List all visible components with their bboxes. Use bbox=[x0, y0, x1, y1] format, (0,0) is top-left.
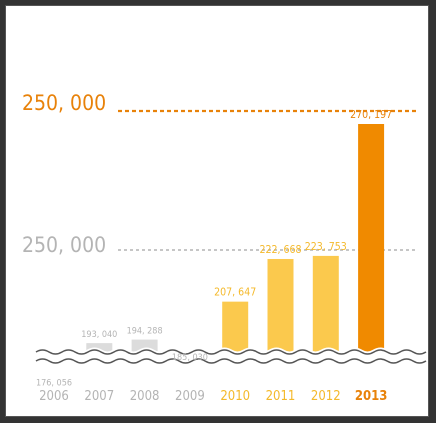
bar bbox=[312, 255, 339, 358]
value-label: 270, 197 bbox=[350, 109, 392, 121]
value-label: 176, 056 bbox=[36, 378, 72, 388]
bar bbox=[267, 258, 294, 358]
value-label: 185, 030 bbox=[172, 353, 208, 363]
value-label: 223, 753 bbox=[305, 241, 347, 253]
x-tick-label: 2013 bbox=[355, 389, 388, 404]
value-label: 194, 288 bbox=[127, 327, 163, 337]
x-tick-label: 2012 bbox=[311, 389, 341, 404]
x-tick-label: 2007 bbox=[84, 389, 114, 404]
bar-chart: 250, 000 250, 000 176, 056 193, 040 194, 28… bbox=[22, 91, 428, 404]
bar bbox=[358, 124, 385, 358]
value-label: 207, 647 bbox=[214, 287, 256, 299]
x-tick-label: 2011 bbox=[266, 389, 296, 404]
x-tick-label: 2006 bbox=[39, 389, 69, 404]
x-tick-label: 2008 bbox=[130, 389, 160, 404]
value-label: 222, 668 bbox=[259, 244, 301, 256]
axis-break-wave-top bbox=[35, 349, 427, 355]
reference-line-label: 250, 000 bbox=[22, 91, 106, 115]
chart-frame: 250, 000 250, 000 176, 056 193, 040 194, 28… bbox=[5, 5, 429, 417]
x-tick-label: 2009 bbox=[175, 389, 205, 404]
x-tick-label: 2010 bbox=[220, 389, 250, 404]
axis-break-wave-bottom bbox=[35, 358, 427, 364]
reference-line-label: 250, 000 bbox=[22, 233, 106, 257]
value-label: 193, 040 bbox=[81, 330, 117, 340]
axis-break-gap bbox=[34, 352, 410, 361]
